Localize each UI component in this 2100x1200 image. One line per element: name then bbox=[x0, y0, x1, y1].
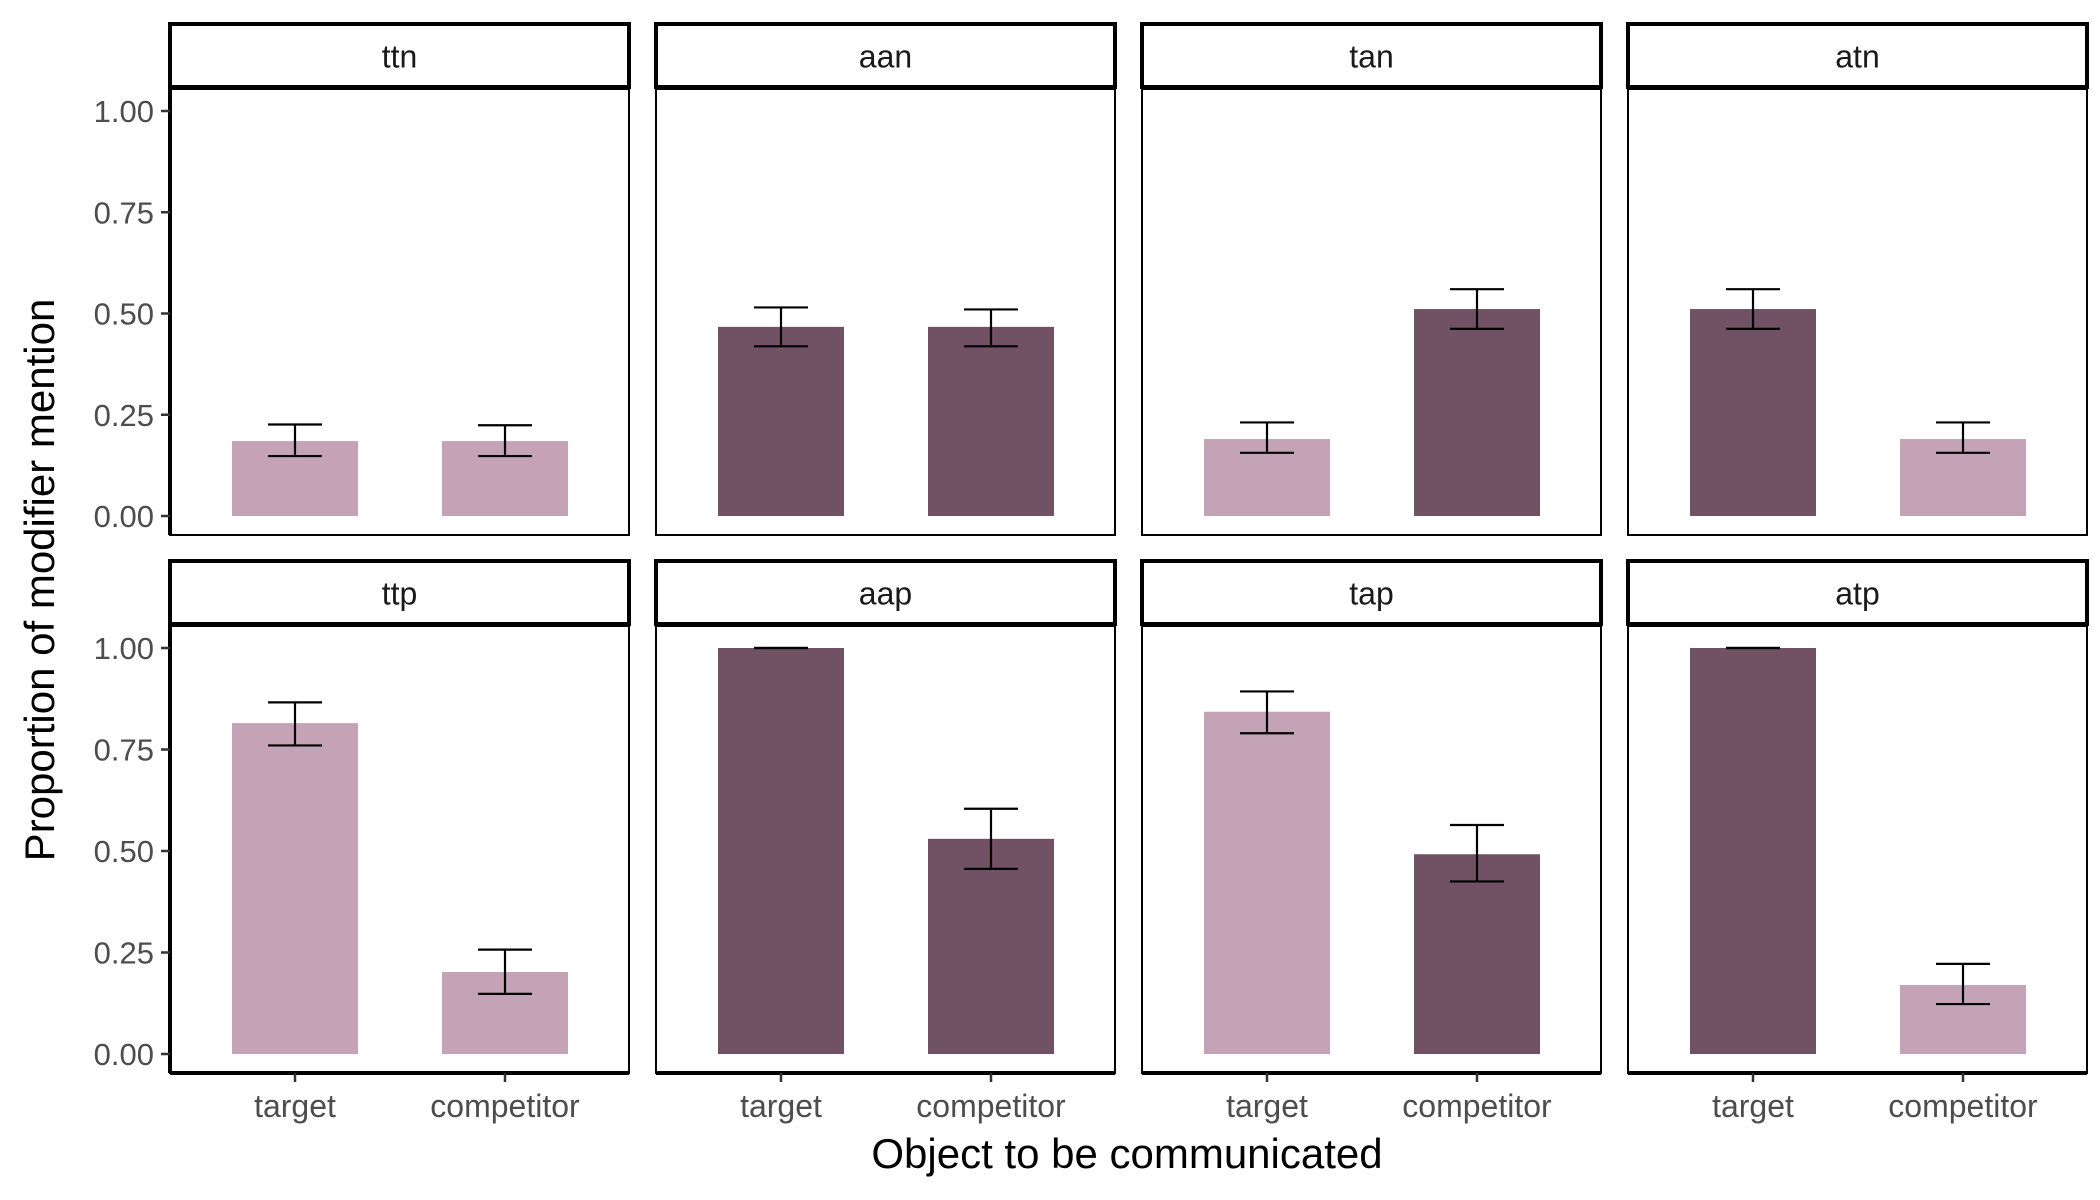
bar-tap-target bbox=[1204, 711, 1330, 1054]
error-bar-tap-competitor bbox=[1450, 823, 1504, 883]
x-tick-label: target bbox=[254, 1088, 336, 1124]
facet-panel-aan bbox=[655, 88, 1116, 536]
error-bar-atp-competitor bbox=[1936, 962, 1990, 1006]
y-tick-label: 0.00 bbox=[94, 499, 154, 534]
bar-ttp-target bbox=[232, 723, 358, 1054]
error-bar-ttp-target bbox=[268, 701, 322, 747]
facet-strip-label: atp bbox=[1835, 576, 1879, 612]
x-tick-label: competitor bbox=[1402, 1088, 1552, 1124]
facet-strip-label: tap bbox=[1349, 576, 1393, 612]
x-tick-label: target bbox=[740, 1088, 822, 1124]
facet-panel-atn bbox=[1627, 88, 2088, 536]
error-bar-aap-competitor bbox=[964, 807, 1018, 870]
facet-strip-label: tan bbox=[1349, 39, 1393, 75]
error-bar-ttn-target bbox=[268, 423, 322, 458]
bar-aap-target bbox=[718, 648, 844, 1054]
bar-tap-competitor bbox=[1414, 854, 1540, 1054]
error-bar-atn-competitor bbox=[1936, 421, 1990, 454]
error-bar-aan-target bbox=[754, 306, 808, 348]
facet-strip-label: ttn bbox=[382, 39, 418, 75]
bar-aap-competitor bbox=[928, 838, 1054, 1054]
y-axis-label: Proportion of modifier mention bbox=[16, 299, 63, 862]
y-tick-label: 0.25 bbox=[94, 398, 154, 433]
bar-atn-target bbox=[1690, 309, 1816, 516]
bar-aan-target bbox=[718, 326, 844, 516]
y-tick-label: 1.00 bbox=[94, 94, 154, 129]
facet-strip-atn bbox=[1626, 22, 2089, 89]
y-tick-label: 1.00 bbox=[94, 631, 154, 666]
facet-strip-tap bbox=[1140, 559, 1603, 626]
facet-strip-ttp bbox=[168, 559, 631, 626]
y-tick-label: 0.50 bbox=[94, 297, 154, 332]
facet-strip-label: ttp bbox=[382, 576, 418, 612]
facet-strip-tan bbox=[1140, 22, 1603, 89]
error-bar-ttn-competitor bbox=[478, 424, 532, 458]
error-bar-tan-target bbox=[1240, 421, 1294, 454]
x-tick-label: target bbox=[1226, 1088, 1308, 1124]
y-tick-label: 0.75 bbox=[94, 195, 154, 230]
facet-strip-label: aap bbox=[859, 576, 912, 612]
facet-strip-atp bbox=[1626, 559, 2089, 626]
facet-strip-aap bbox=[654, 559, 1117, 626]
axes-layer: 0.00 0.25 0.50 0.75 1.00 0.00 0.25 0.50 0.75 1.00… bbox=[94, 89, 2087, 1124]
x-tick-label: competitor bbox=[1888, 1088, 2038, 1124]
bar-atp-target bbox=[1690, 648, 1816, 1054]
facet-strip-aan bbox=[654, 22, 1117, 89]
facet-strip-label: atn bbox=[1835, 39, 1879, 75]
facet-strip-label: aan bbox=[859, 39, 912, 75]
x-tick-label: target bbox=[1712, 1088, 1794, 1124]
x-tick-label: competitor bbox=[430, 1088, 580, 1124]
y-tick-label: 0.75 bbox=[94, 733, 154, 768]
y-tick-label: 0.50 bbox=[94, 834, 154, 869]
y-tick-label: 0.25 bbox=[94, 936, 154, 971]
error-bar-tan-competitor bbox=[1450, 288, 1504, 330]
error-bar-tap-target bbox=[1240, 690, 1294, 735]
error-bar-ttp-competitor bbox=[478, 948, 532, 996]
facets-layer: ttn aan tan atn ttp aap tap atp bbox=[168, 22, 2089, 1074]
x-tick-label: competitor bbox=[916, 1088, 1066, 1124]
error-bar-aan-competitor bbox=[964, 308, 1018, 348]
bar-aan-competitor bbox=[928, 326, 1054, 516]
facet-panel-tan bbox=[1141, 88, 1602, 536]
bar-tan-competitor bbox=[1414, 309, 1540, 516]
x-axis-label: Object to be communicated bbox=[871, 1130, 1382, 1177]
facet-strip-ttn bbox=[168, 22, 631, 89]
y-tick-label: 0.00 bbox=[94, 1037, 154, 1072]
error-bar-atn-target bbox=[1726, 288, 1780, 330]
